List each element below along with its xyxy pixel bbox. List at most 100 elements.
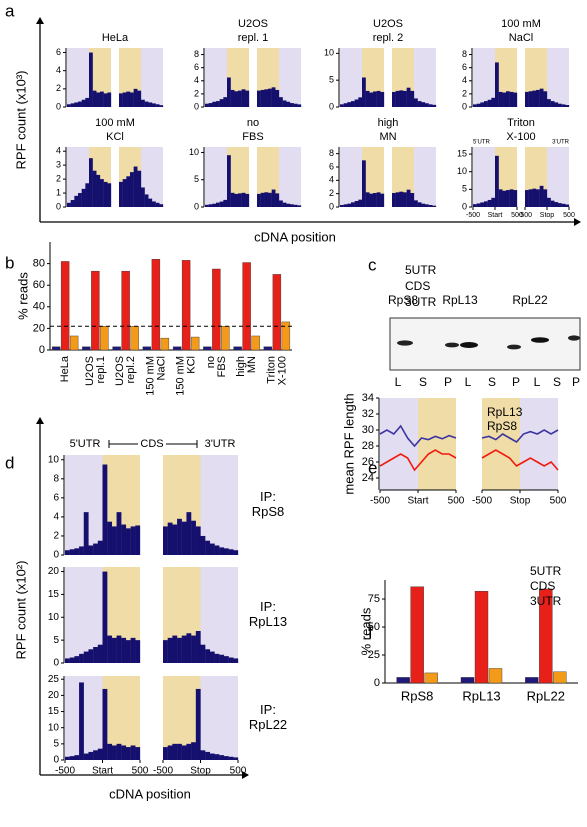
plot-title: RpL22 — [249, 717, 287, 732]
bar — [100, 91, 104, 107]
y-tick-label: 6 — [329, 161, 334, 171]
bar — [230, 89, 235, 107]
bar — [92, 170, 97, 207]
bar — [151, 259, 161, 351]
bar — [228, 657, 234, 663]
bar — [532, 188, 537, 207]
utr-region — [547, 48, 569, 107]
bar — [428, 104, 433, 107]
x-axis-label: cDNA position — [109, 786, 191, 801]
y-tick-label: 34 — [362, 392, 374, 404]
lane-label: S — [488, 375, 496, 389]
bar — [234, 91, 239, 107]
bar — [88, 649, 94, 663]
y-axis-label: % reads — [358, 607, 373, 655]
bar — [144, 194, 149, 207]
y-tick-label: 24 — [362, 472, 374, 484]
region-label: CDS — [140, 438, 163, 450]
bar — [233, 658, 239, 663]
y-tick-label: 10 — [324, 48, 334, 58]
bar — [528, 189, 533, 207]
blot: c RpS8 RpL13 RpL22 L S P L S P L S P — [368, 255, 581, 389]
bar — [223, 756, 229, 760]
bar — [102, 571, 108, 663]
bar — [565, 105, 570, 107]
bar — [228, 756, 234, 760]
utr-region — [279, 147, 301, 207]
y-axis-label: mean RPF length — [341, 393, 356, 494]
bar — [228, 549, 234, 555]
bar — [163, 747, 168, 760]
bar — [88, 751, 94, 760]
bar — [414, 200, 418, 207]
bar — [74, 195, 79, 207]
bar — [547, 99, 551, 107]
band — [568, 335, 580, 341]
line — [481, 429, 559, 444]
plot-title: RpS8 — [252, 504, 285, 519]
bar — [111, 745, 117, 760]
bar — [181, 635, 187, 663]
bar — [133, 88, 138, 107]
bar — [78, 101, 82, 107]
bar — [130, 637, 136, 663]
bar — [79, 682, 84, 760]
bar — [172, 743, 178, 760]
bar — [74, 755, 80, 760]
x-tick-label: Triton — [265, 356, 277, 384]
bar — [425, 204, 429, 207]
region-label: 5'UTR — [70, 438, 101, 450]
bar — [112, 346, 121, 351]
bar — [268, 192, 272, 207]
legend-label: 3UTR — [530, 594, 562, 608]
bar — [93, 750, 98, 760]
x-tick-label: 500 — [511, 212, 523, 219]
y-axis-label: % reads — [15, 272, 30, 320]
bar — [476, 103, 481, 107]
plot-title: NaCl — [509, 32, 533, 44]
bar — [135, 747, 141, 760]
bar — [362, 77, 366, 107]
bar — [279, 200, 283, 207]
panel-letter: d — [5, 453, 14, 472]
band — [531, 337, 549, 343]
bar — [155, 202, 160, 207]
bar — [525, 677, 539, 684]
bar — [93, 647, 98, 663]
bar — [553, 671, 567, 684]
bar — [205, 103, 209, 107]
bar — [121, 524, 127, 555]
y-tick-label: 4 — [56, 146, 61, 156]
bar — [395, 90, 400, 107]
plot-title: HeLa — [102, 32, 129, 44]
bar — [97, 748, 103, 760]
bar — [241, 192, 246, 207]
bar — [421, 203, 426, 207]
bar — [227, 155, 231, 207]
bar — [163, 526, 168, 555]
bar — [208, 204, 213, 207]
x-tick-label: Stop — [510, 496, 531, 507]
bar — [392, 91, 396, 107]
bar — [100, 326, 109, 351]
y-tick-label: 4 — [194, 75, 199, 85]
bar — [502, 92, 507, 107]
plot-title: IP: — [260, 599, 276, 614]
bar — [107, 635, 113, 663]
bar — [195, 688, 201, 760]
bar — [181, 260, 191, 351]
bar — [536, 189, 540, 207]
bar — [532, 90, 537, 107]
bar — [550, 101, 555, 107]
y-tick-label: 8 — [329, 148, 334, 158]
region-label: 3'UTR — [552, 140, 569, 146]
y-tick-label: 0 — [329, 201, 334, 211]
bar — [133, 166, 138, 207]
bar — [212, 203, 217, 207]
bar — [474, 590, 489, 684]
bar — [144, 101, 149, 107]
bar — [102, 688, 108, 760]
bar — [223, 97, 228, 107]
utr-region — [340, 48, 362, 107]
bar — [60, 261, 70, 351]
